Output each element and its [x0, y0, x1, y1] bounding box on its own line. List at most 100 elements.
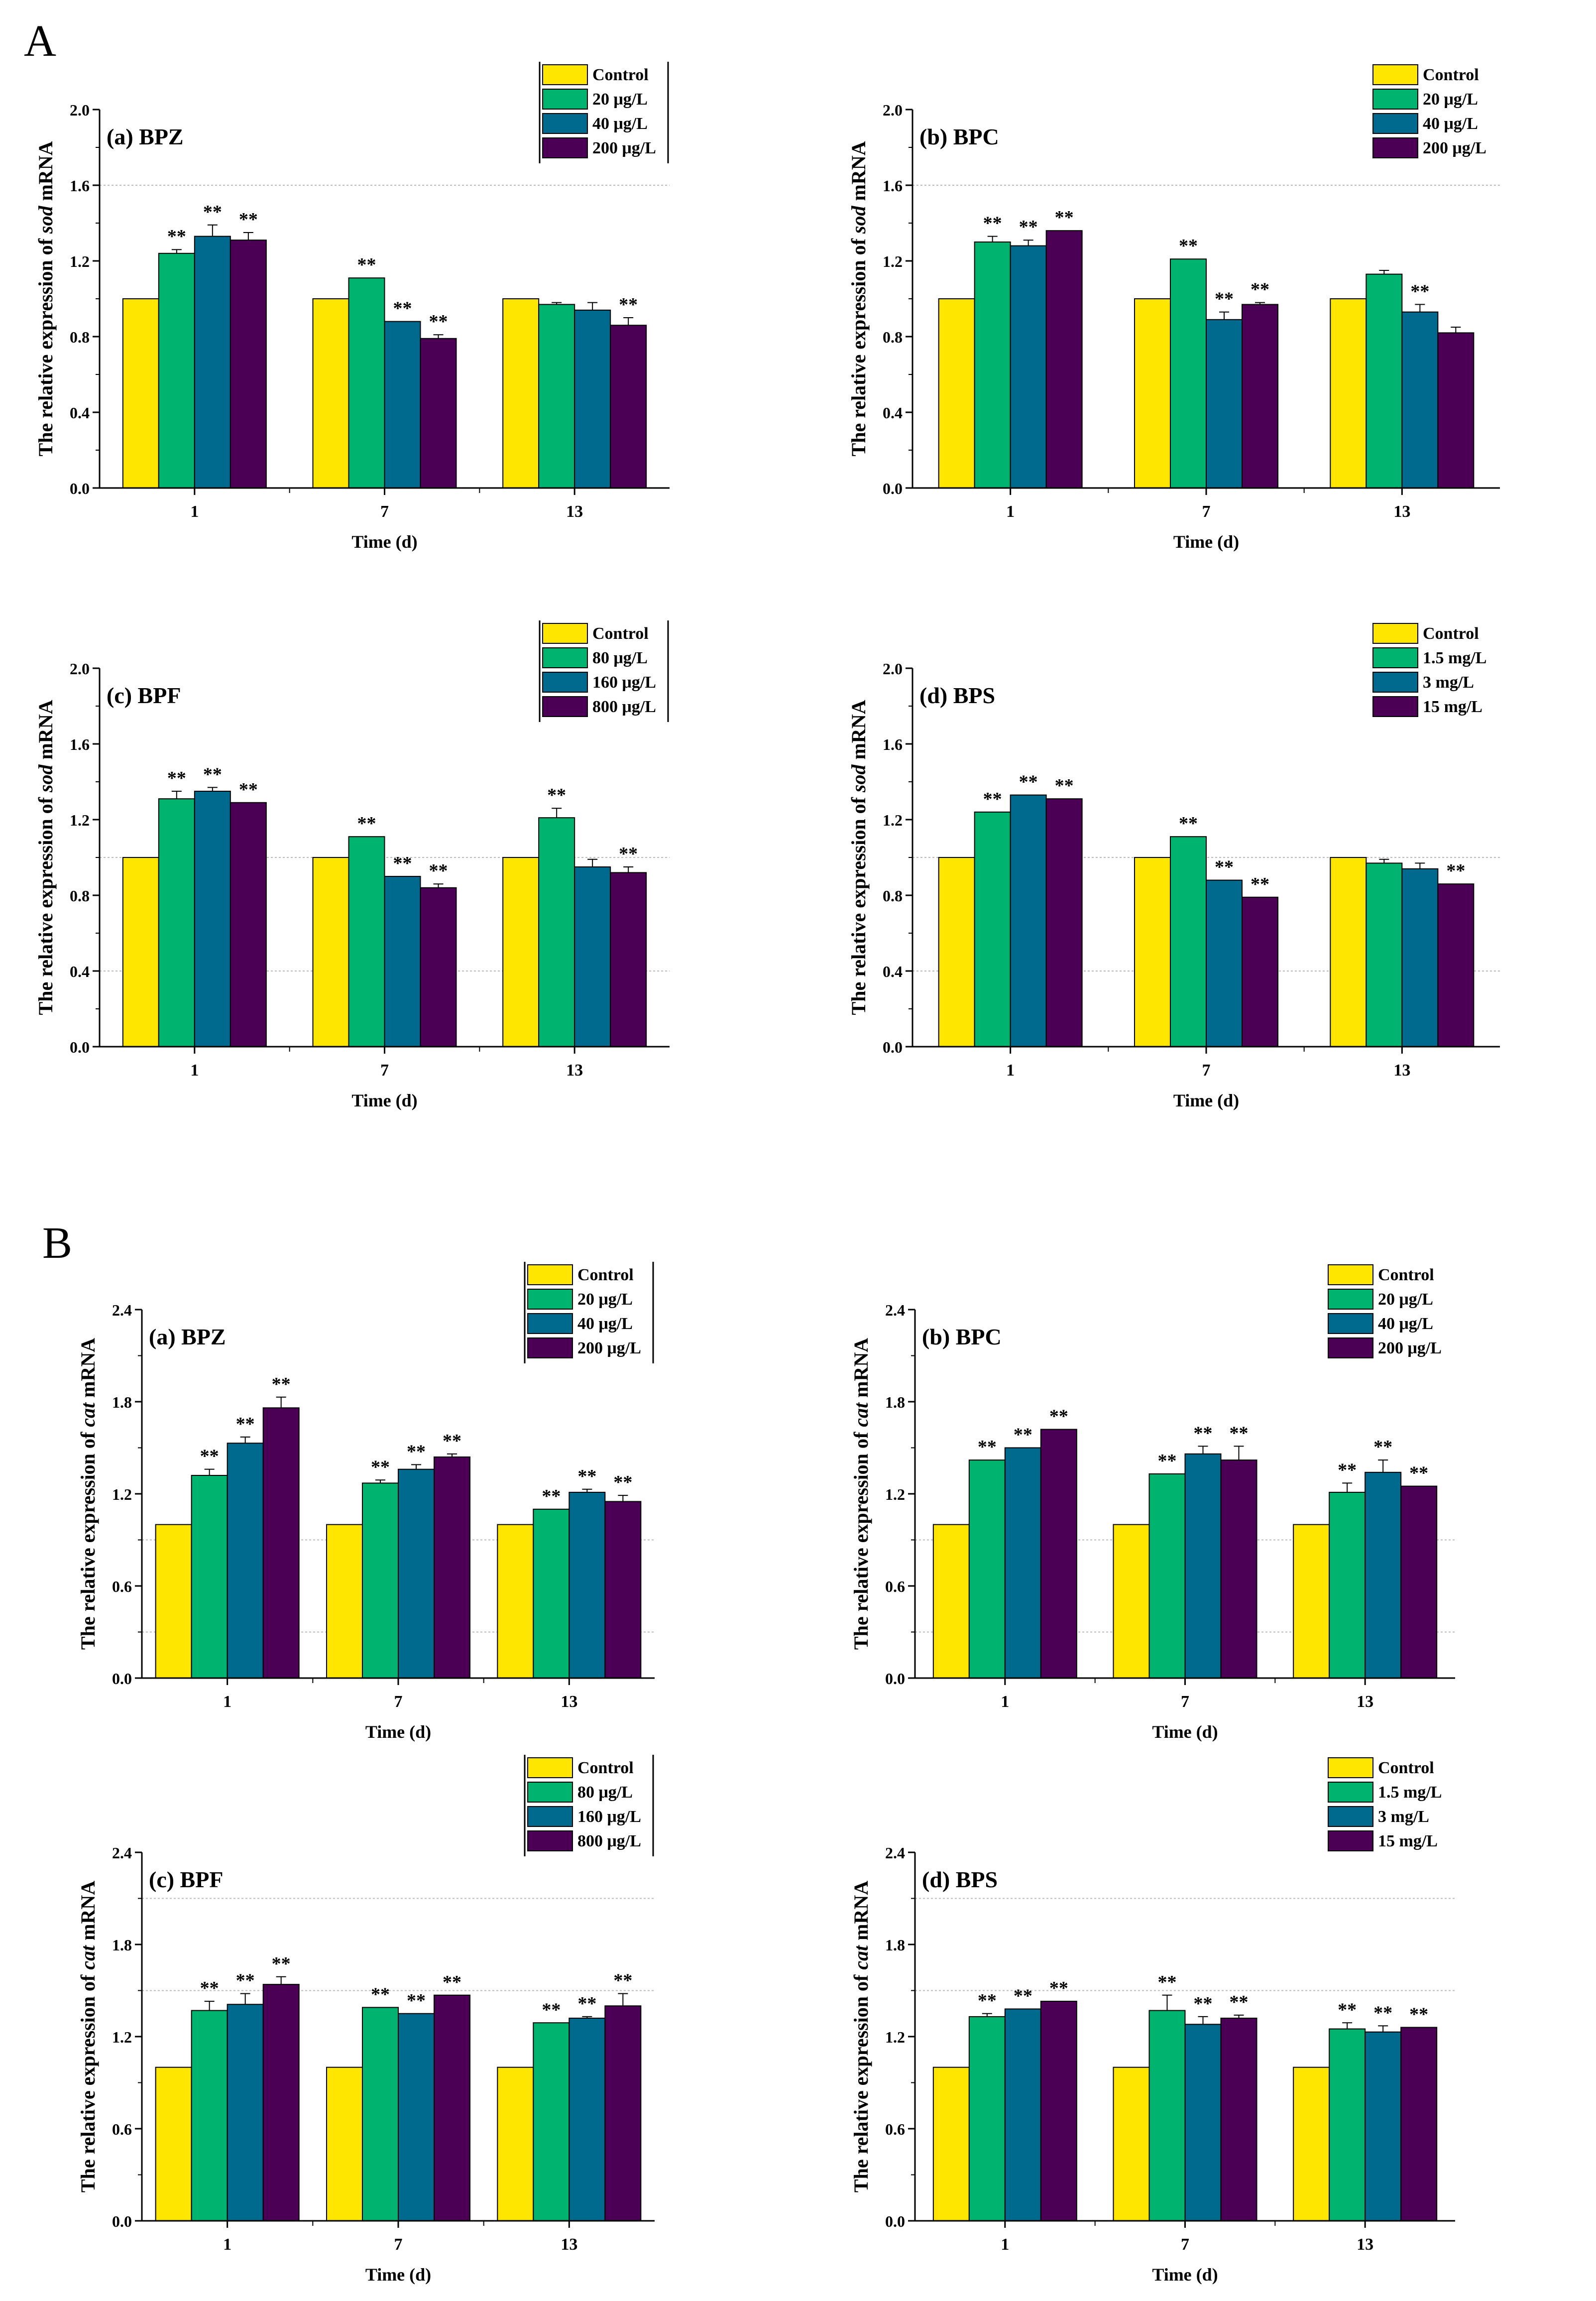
- y-axis-title: The relative expression of cat mRNA: [77, 1338, 99, 1650]
- y-tick-label: 0.0: [885, 1670, 905, 1688]
- y-tick-label: 1.2: [70, 252, 90, 270]
- bar: [1330, 857, 1367, 1047]
- significance-label: **: [547, 785, 566, 806]
- bar: [1242, 304, 1278, 488]
- y-axis-title-gene: cat: [850, 1402, 872, 1427]
- y-tick-label: 0.0: [70, 1038, 90, 1056]
- y-tick-label: 2.0: [70, 660, 90, 678]
- bar: [1170, 836, 1207, 1047]
- significance-label: **: [1373, 1437, 1392, 1457]
- y-tick-label: 0.4: [70, 404, 90, 422]
- significance-label: **: [1409, 2004, 1428, 2025]
- bar: [229, 240, 267, 488]
- legend-label: 20 μg/L: [577, 1290, 633, 1309]
- x-axis-title: Time (d): [1152, 1722, 1218, 1742]
- bar: [362, 2007, 399, 2222]
- legend-swatch: [1328, 1337, 1373, 1358]
- legend-swatch: [527, 1830, 573, 1851]
- bar: [610, 872, 647, 1048]
- bar: [569, 2018, 606, 2221]
- legend-label: 15 mg/L: [1423, 698, 1482, 716]
- y-axis-title-prefix: The relative expression of: [34, 792, 57, 1015]
- y-axis-title-suffix: mRNA: [850, 1881, 872, 1945]
- legend-label: 800 μg/L: [577, 1832, 641, 1850]
- significance-label: **: [239, 209, 258, 230]
- y-tick-label: 1.2: [885, 1485, 905, 1503]
- y-axis-title-prefix: The relative expression of: [34, 234, 57, 456]
- bar: [1184, 2024, 1222, 2221]
- legend-label: 20 μg/L: [1378, 1290, 1433, 1309]
- legend-label: 80 μg/L: [592, 649, 648, 667]
- legend-swatch: [527, 1289, 573, 1310]
- legend-label: 40 μg/L: [577, 1315, 633, 1333]
- chart-a-bpf: ** ** ** 1 ** ** ** 7 ** ** 13 0.0 0.4 0.8 1.2 1.6 2.0 Ti…: [34, 620, 670, 1110]
- x-tick-label: 13: [1357, 2235, 1373, 2254]
- panel-title: (a) BPZ: [107, 124, 184, 149]
- bar: [1040, 1429, 1077, 1679]
- y-tick-label: 2.4: [885, 1301, 905, 1319]
- legend-swatch: [542, 623, 588, 644]
- significance-label: **: [1194, 1423, 1213, 1444]
- bar: [1437, 883, 1475, 1047]
- bar: [1134, 298, 1171, 488]
- bar: [191, 2010, 228, 2221]
- bar: [1293, 1524, 1330, 1679]
- legend-label: 200 μg/L: [1378, 1339, 1442, 1357]
- legend-swatch: [1328, 1806, 1373, 1827]
- significance-label: **: [983, 789, 1002, 810]
- y-axis-title: The relative expression of sod mRNA: [34, 700, 57, 1015]
- bar: [326, 2066, 363, 2222]
- legend-label: 80 μg/L: [577, 1783, 633, 1802]
- y-tick-label: 0.4: [883, 404, 903, 422]
- legend-label: Control: [577, 1759, 634, 1777]
- chart-b-bpz: ** ** ** 1 ** ** ** 7 ** ** ** 13 0.0 0.6 1.2 1.8 2.4 Tim…: [77, 1262, 655, 1742]
- chart-a-bps: ** ** ** 1 ** ** ** 7 ** 13 0.0 0.4 0.8 1.2 1.6 2.0 Time…: [847, 623, 1500, 1110]
- x-axis-title: Time (d): [351, 1090, 417, 1110]
- legend-label: Control: [1378, 1759, 1434, 1777]
- x-tick-label: 13: [566, 502, 583, 521]
- significance-label: **: [236, 1970, 255, 1991]
- legend-label: Control: [1423, 66, 1479, 84]
- y-axis-title-suffix: mRNA: [34, 700, 57, 764]
- y-axis-title-prefix: The relative expression of: [850, 1427, 872, 1650]
- bar: [191, 1475, 228, 1679]
- bar: [1401, 311, 1439, 488]
- y-axis-title-suffix: mRNA: [850, 1338, 872, 1403]
- legend-swatch: [527, 1782, 573, 1803]
- legend-swatch: [542, 89, 588, 110]
- significance-label: **: [200, 1446, 219, 1467]
- legend-swatch: [542, 137, 588, 158]
- x-tick-label: 13: [561, 1693, 577, 1711]
- bar: [968, 2016, 1006, 2222]
- legend-swatch: [1372, 623, 1418, 644]
- bar: [122, 857, 159, 1047]
- y-tick-label: 2.4: [885, 1844, 905, 1862]
- y-tick-label: 1.2: [112, 2028, 132, 2046]
- bar: [610, 325, 647, 488]
- legend-label: 200 μg/L: [1423, 139, 1486, 157]
- x-tick-label: 13: [1393, 1061, 1410, 1080]
- bar: [398, 2013, 435, 2221]
- y-axis-title-suffix: mRNA: [34, 141, 57, 206]
- significance-label: **: [1410, 281, 1429, 302]
- x-tick-label: 7: [1202, 502, 1211, 521]
- bar: [1401, 868, 1439, 1047]
- bar: [1010, 794, 1047, 1047]
- significance-label: **: [429, 311, 448, 332]
- significance-label: **: [203, 764, 222, 785]
- x-tick-label: 7: [1181, 1693, 1189, 1711]
- y-tick-label: 0.0: [70, 480, 90, 497]
- significance-label: **: [272, 1374, 291, 1395]
- y-tick-label: 1.2: [70, 811, 90, 829]
- x-axis-title: Time (d): [1173, 532, 1239, 552]
- significance-label: **: [983, 213, 1002, 234]
- bar: [1113, 2066, 1150, 2222]
- significance-label: **: [1251, 279, 1269, 300]
- significance-label: **: [371, 1984, 390, 2005]
- significance-label: **: [1179, 236, 1198, 256]
- x-axis-title: Time (d): [365, 1722, 431, 1742]
- x-tick-label: 1: [1006, 1061, 1015, 1080]
- bar: [502, 857, 540, 1047]
- legend-swatch: [542, 113, 588, 134]
- section-label-b: B: [42, 1218, 73, 1268]
